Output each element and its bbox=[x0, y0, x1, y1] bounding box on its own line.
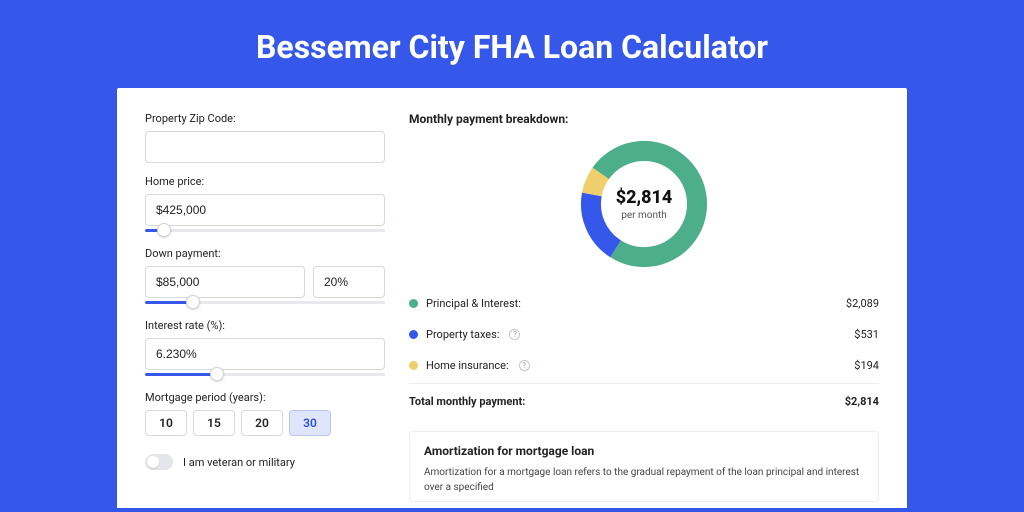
legend-row: Home insurance:? $194 bbox=[409, 350, 879, 381]
mortgage-period-option-20[interactable]: 20 bbox=[241, 410, 283, 436]
legend-label: Property taxes: bbox=[426, 328, 499, 341]
zip-label: Property Zip Code: bbox=[145, 112, 385, 125]
legend-row: Property taxes:? $531 bbox=[409, 319, 879, 350]
legend-row: Principal & Interest: $2,089 bbox=[409, 288, 879, 319]
legend-label: Home insurance: bbox=[426, 359, 509, 372]
interest-rate-label: Interest rate (%): bbox=[145, 319, 385, 332]
mortgage-period-option-15[interactable]: 15 bbox=[193, 410, 235, 436]
form-column: Property Zip Code: Home price: Down paym… bbox=[145, 112, 385, 508]
donut-chart: $2,814 per month bbox=[409, 134, 879, 274]
slider-thumb[interactable] bbox=[186, 295, 200, 309]
legend-dot bbox=[409, 330, 418, 339]
total-label: Total monthly payment: bbox=[409, 395, 525, 408]
interest-rate-field: Interest rate (%): bbox=[145, 319, 385, 379]
mortgage-period-field: Mortgage period (years): 10152030 bbox=[145, 391, 385, 436]
legend-label: Principal & Interest: bbox=[426, 297, 521, 310]
down-payment-label: Down payment: bbox=[145, 247, 385, 260]
down-payment-field: Down payment: bbox=[145, 247, 385, 307]
amortization-card: Amortization for mortgage loan Amortizat… bbox=[409, 431, 879, 502]
slider-thumb[interactable] bbox=[157, 223, 171, 237]
home-price-field: Home price: bbox=[145, 175, 385, 235]
donut-amount: $2,814 bbox=[616, 187, 673, 208]
info-icon[interactable]: ? bbox=[519, 360, 530, 371]
donut-center: $2,814 per month bbox=[616, 187, 673, 221]
home-price-slider[interactable] bbox=[145, 225, 385, 235]
zip-input[interactable] bbox=[145, 131, 385, 163]
legend: Principal & Interest: $2,089 Property taxe… bbox=[409, 288, 879, 381]
veteran-toggle[interactable] bbox=[145, 454, 173, 470]
legend-dot bbox=[409, 299, 418, 308]
veteran-toggle-row: I am veteran or military bbox=[145, 454, 385, 470]
page-title: Bessemer City FHA Loan Calculator bbox=[0, 0, 1024, 88]
mortgage-period-option-30[interactable]: 30 bbox=[289, 410, 331, 436]
amortization-title: Amortization for mortgage loan bbox=[424, 444, 864, 458]
legend-value: $194 bbox=[854, 359, 879, 372]
interest-rate-input[interactable] bbox=[145, 338, 385, 370]
info-icon[interactable]: ? bbox=[509, 329, 520, 340]
breakdown-column: Monthly payment breakdown: $2,814 per mo… bbox=[409, 112, 879, 508]
legend-total-row: Total monthly payment: $2,814 bbox=[409, 386, 879, 417]
donut-sub: per month bbox=[616, 210, 673, 221]
down-payment-pct-input[interactable] bbox=[313, 266, 385, 298]
legend-divider bbox=[409, 383, 879, 384]
interest-rate-slider[interactable] bbox=[145, 369, 385, 379]
veteran-label: I am veteran or military bbox=[183, 456, 295, 469]
calculator-card: Property Zip Code: Home price: Down paym… bbox=[117, 88, 907, 508]
home-price-input[interactable] bbox=[145, 194, 385, 226]
legend-dot bbox=[409, 361, 418, 370]
breakdown-title: Monthly payment breakdown: bbox=[409, 112, 879, 126]
down-payment-input[interactable] bbox=[145, 266, 305, 298]
mortgage-period-label: Mortgage period (years): bbox=[145, 391, 385, 404]
amortization-text: Amortization for a mortgage loan refers … bbox=[424, 466, 864, 495]
slider-track bbox=[145, 229, 385, 232]
slider-fill bbox=[145, 373, 217, 376]
mortgage-period-options: 10152030 bbox=[145, 410, 385, 436]
mortgage-period-option-10[interactable]: 10 bbox=[145, 410, 187, 436]
total-value: $2,814 bbox=[845, 395, 879, 408]
home-price-label: Home price: bbox=[145, 175, 385, 188]
toggle-knob bbox=[147, 456, 159, 468]
down-payment-slider[interactable] bbox=[145, 297, 385, 307]
legend-value: $2,089 bbox=[846, 297, 879, 310]
legend-value: $531 bbox=[854, 328, 879, 341]
slider-thumb[interactable] bbox=[210, 367, 224, 381]
zip-field: Property Zip Code: bbox=[145, 112, 385, 163]
